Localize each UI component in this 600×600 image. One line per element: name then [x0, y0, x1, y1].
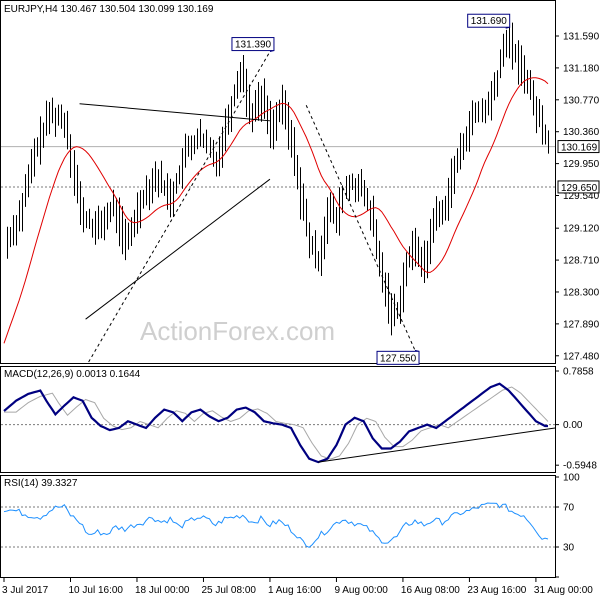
- trendline-upper: [79, 103, 271, 122]
- x-tick-label: 18 Jul 00:00: [135, 585, 190, 596]
- rsi-title: RSI(14) 39.3327: [4, 478, 78, 489]
- y-tick-label: -0.5948: [563, 461, 597, 472]
- watermark: ActionForex.com: [140, 316, 335, 346]
- annotation-box: [231, 37, 275, 52]
- trendline-lower: [85, 178, 271, 320]
- x-tick-label: 25 Jul 08:00: [201, 585, 256, 596]
- y-tick-label: 131.180: [563, 63, 600, 74]
- current-price-label: 130.169: [561, 143, 598, 154]
- y-tick-label: 127.890: [563, 319, 600, 330]
- x-tick-label: 9 Aug 00:00: [334, 585, 388, 596]
- annotation-label: 131.690: [471, 16, 508, 27]
- annotation-box: [467, 13, 511, 28]
- support-level-label: 129.650: [561, 183, 598, 194]
- annotation-label: 127.550: [380, 353, 417, 364]
- y-tick-label: 131.590: [563, 32, 600, 43]
- x-tick-label: 1 Aug 16:00: [268, 585, 322, 596]
- price-layer: 131.390 131.690 127.550: [1, 13, 555, 365]
- macd-layer: [1, 382, 556, 464]
- y-tick-label: 0.00: [563, 420, 583, 431]
- axis-layer: 131.590 131.180 130.770 130.360 129.950 129.5…: [2, 32, 600, 596]
- x-tick-label: 16 Aug 08:00: [401, 585, 460, 596]
- macd-signal-line: [4, 386, 549, 460]
- macd-trendline: [318, 427, 556, 463]
- y-tick-label: 100: [563, 473, 580, 484]
- annotation-box: [376, 350, 420, 365]
- x-tick-label: 3 Jul 2017: [2, 585, 49, 596]
- x-tick-label: 31 Aug 00:00: [534, 585, 593, 596]
- y-tick-label: 129.540: [563, 191, 600, 202]
- y-tick-label: 130.770: [563, 95, 600, 106]
- y-tick-label: 128.710: [563, 256, 600, 267]
- sma-line: [3, 77, 549, 344]
- y-tick-label: 128.300: [563, 287, 600, 298]
- y-tick-label: 129.120: [563, 224, 600, 235]
- trendline-dashed-fall: [305, 105, 416, 351]
- y-tick-label: 70: [563, 503, 575, 514]
- chart-header: EURJPY,H4 130.467 130.504 130.099 130.16…: [4, 4, 214, 15]
- y-tick-label: 130.360: [563, 127, 600, 138]
- y-tick-label: 127.480: [563, 351, 600, 362]
- rsi-line: [3, 502, 549, 548]
- rsi-panel: [0, 475, 556, 578]
- macd-line: [3, 382, 548, 464]
- x-tick-label: 10 Jul 16:00: [68, 585, 123, 596]
- macd-panel: [0, 366, 556, 473]
- x-tick-label: 23 Aug 16:00: [467, 585, 526, 596]
- y-tick-label: 30: [563, 543, 575, 554]
- macd-title: MACD(12,26,9) 0.0013 0.1644: [4, 369, 141, 380]
- rsi-layer: [1, 502, 555, 548]
- current-price-tag: [557, 140, 600, 154]
- price-panel: [0, 0, 556, 364]
- annotation-label: 131.390: [235, 40, 272, 51]
- y-tick-label: 129.950: [563, 159, 600, 170]
- y-tick-label: 0.7858: [563, 367, 594, 378]
- support-level-tag: [557, 180, 600, 194]
